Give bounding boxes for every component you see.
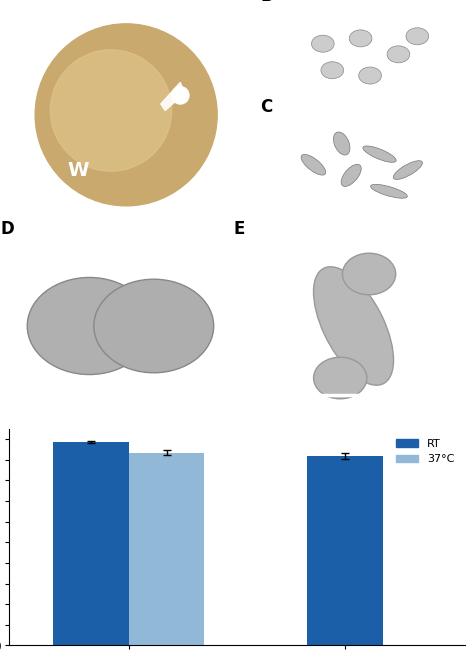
Polygon shape bbox=[161, 82, 185, 110]
Ellipse shape bbox=[333, 132, 350, 155]
Circle shape bbox=[27, 278, 152, 374]
Bar bbox=[308, 456, 383, 645]
Circle shape bbox=[314, 357, 367, 399]
Ellipse shape bbox=[363, 146, 396, 162]
Ellipse shape bbox=[393, 160, 422, 179]
Circle shape bbox=[50, 50, 172, 171]
Circle shape bbox=[172, 87, 189, 104]
Ellipse shape bbox=[313, 267, 393, 385]
Bar bbox=[128, 452, 204, 645]
Text: A: A bbox=[20, 0, 33, 2]
Ellipse shape bbox=[359, 67, 382, 84]
Ellipse shape bbox=[371, 185, 407, 198]
Text: E: E bbox=[234, 220, 245, 237]
Ellipse shape bbox=[341, 164, 361, 186]
Circle shape bbox=[342, 253, 396, 295]
Circle shape bbox=[35, 24, 217, 206]
Circle shape bbox=[94, 279, 214, 373]
Text: C: C bbox=[261, 98, 273, 116]
Legend: RT, 37°C: RT, 37°C bbox=[392, 434, 459, 469]
Ellipse shape bbox=[321, 62, 344, 79]
Bar bbox=[53, 442, 128, 645]
Text: W: W bbox=[68, 160, 89, 179]
Text: O: O bbox=[219, 62, 234, 80]
Ellipse shape bbox=[349, 30, 372, 47]
Ellipse shape bbox=[387, 46, 410, 63]
Ellipse shape bbox=[301, 155, 326, 175]
Text: B: B bbox=[261, 0, 273, 5]
Ellipse shape bbox=[311, 35, 334, 52]
Text: D: D bbox=[0, 220, 14, 237]
Ellipse shape bbox=[406, 28, 428, 45]
